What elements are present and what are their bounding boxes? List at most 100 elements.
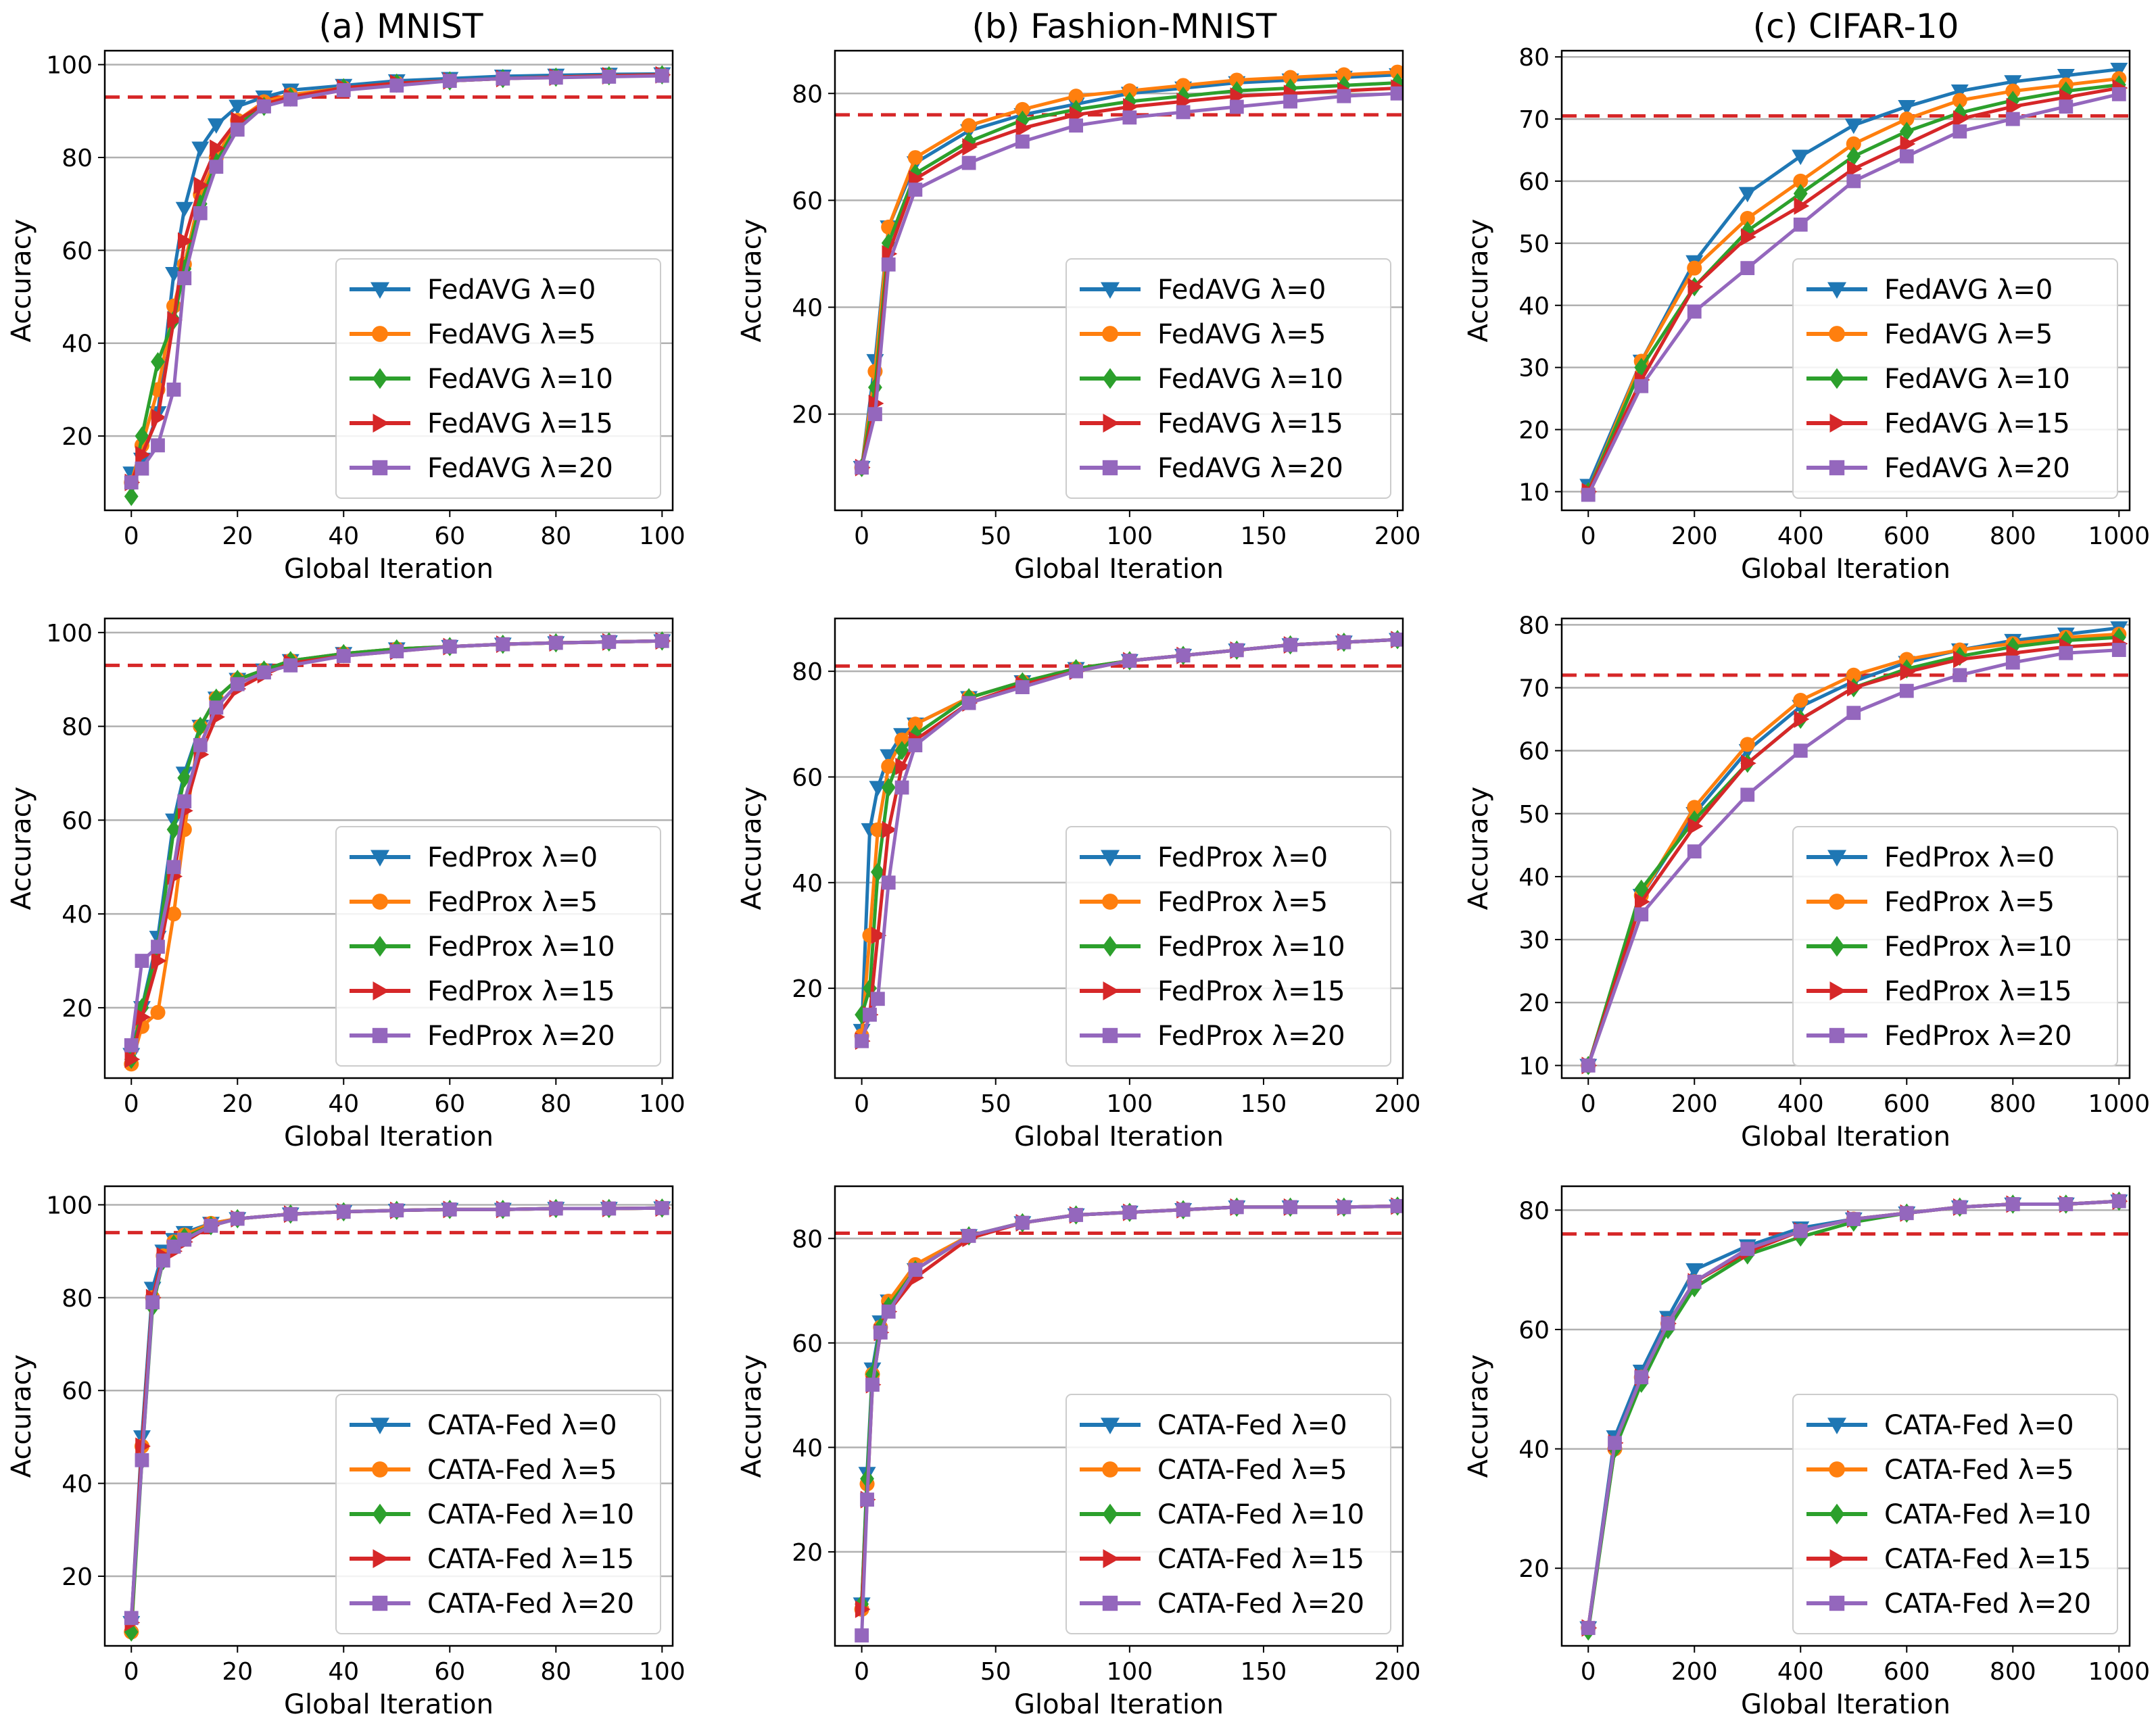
- legend-label: FedAVG λ=10: [427, 364, 613, 395]
- y-tick-label: 80: [1518, 612, 1550, 639]
- data-point: [1687, 817, 1704, 835]
- legend-marker: [1829, 414, 1846, 433]
- legend: FedProx λ=0 FedProx λ=5 FedProx λ=10 FedPro…: [1792, 826, 2118, 1067]
- y-tick-label: 10: [1518, 479, 1550, 506]
- legend-label: CATA-Fed λ=15: [427, 1544, 634, 1575]
- data-point: [1390, 64, 1403, 80]
- legend-label: CATA-Fed λ=0: [1884, 1410, 2074, 1441]
- data-point: [548, 635, 563, 650]
- data-point: [870, 992, 885, 1006]
- data-point: [1283, 94, 1297, 109]
- data-point: [207, 118, 225, 134]
- legend-box: [335, 258, 661, 499]
- data-point: [1015, 1215, 1030, 1230]
- legend-label: FedAVG λ=5: [427, 319, 596, 350]
- data-point: [1898, 99, 1916, 116]
- legend: FedAVG λ=0 FedAVG λ=5 FedAVG λ=10 FedAVG λ=…: [1792, 258, 2118, 499]
- data-point: [442, 639, 457, 654]
- axes-frame: [1560, 1185, 2131, 1647]
- data-point: [135, 445, 151, 464]
- data-point: [907, 150, 923, 166]
- legend: CATA-Fed λ=0 CATA-Fed λ=5 CATA-Fed λ=10 CAT…: [335, 1394, 661, 1634]
- legend-marker: [1102, 1461, 1118, 1478]
- legend-marker: [373, 414, 389, 433]
- data-point: [961, 118, 977, 133]
- y-tick-label: 50: [1518, 801, 1550, 829]
- data-point: [2005, 112, 2020, 126]
- data-point: [881, 777, 896, 798]
- legend-marker: [1829, 981, 1846, 1000]
- data-point: [1846, 667, 1861, 683]
- data-point: [1953, 668, 1967, 683]
- legend-label: CATA-Fed λ=10: [1157, 1499, 1364, 1530]
- data-point: [870, 862, 885, 882]
- data-point: [881, 1305, 896, 1319]
- x-tick-label: 800: [1990, 522, 2036, 550]
- x-tick-label: 40: [328, 1658, 359, 1686]
- legend: CATA-Fed λ=0 CATA-Fed λ=5 CATA-Fed λ=10 CAT…: [1792, 1394, 2118, 1634]
- legend-marker: [372, 935, 388, 957]
- y-tick-label: 80: [62, 145, 93, 172]
- legend-box: [1792, 826, 2118, 1067]
- data-point: [1122, 83, 1137, 99]
- y-tick-label: 60: [62, 237, 93, 265]
- y-tick-label: 40: [792, 1434, 823, 1462]
- data-point: [203, 1218, 218, 1233]
- x-tick-label: 0: [854, 1090, 869, 1118]
- data-point: [1634, 379, 1649, 393]
- y-tick-label: 70: [1518, 106, 1550, 134]
- y-tick-label: 60: [792, 1330, 823, 1358]
- data-point: [257, 665, 271, 680]
- data-point: [1336, 67, 1351, 82]
- y-tick-label: 20: [792, 975, 823, 1003]
- legend: FedAVG λ=0 FedAVG λ=5 FedAVG λ=10 FedAVG λ=…: [1065, 258, 1391, 499]
- data-point: [1634, 1370, 1649, 1384]
- legend-marker: [1829, 1503, 1845, 1525]
- data-point: [1337, 89, 1351, 103]
- legend-marker: [1102, 894, 1118, 910]
- y-tick-label: 20: [62, 995, 93, 1023]
- data-point: [1229, 1200, 1244, 1215]
- data-point: [1390, 632, 1403, 647]
- legend-label: FedAVG λ=10: [1157, 364, 1343, 395]
- data-point: [1899, 683, 1914, 698]
- data-point: [1069, 664, 1084, 679]
- legend-label: CATA-Fed λ=5: [1157, 1455, 1347, 1486]
- data-point: [873, 1325, 888, 1340]
- data-point: [442, 74, 457, 89]
- data-point: [1015, 119, 1032, 137]
- x-axis-label: Global Iteration: [284, 554, 494, 585]
- x-tick-label: 60: [434, 1658, 465, 1686]
- x-tick-label: 0: [1581, 522, 1596, 550]
- data-point: [1176, 78, 1191, 93]
- x-tick-label: 100: [1106, 1658, 1153, 1686]
- x-axis-label: Global Iteration: [284, 1121, 494, 1152]
- x-tick-label: 400: [1777, 522, 1824, 550]
- legend-marker: [1102, 460, 1118, 476]
- data-point: [145, 1295, 160, 1310]
- data-point: [1847, 679, 1863, 697]
- data-point: [193, 716, 208, 736]
- data-point: [135, 426, 149, 446]
- x-tick-label: 50: [980, 522, 1011, 550]
- legend-marker: [1101, 1417, 1120, 1434]
- y-tick-label: 80: [792, 1225, 823, 1253]
- data-point: [1176, 648, 1191, 663]
- x-tick-label: 200: [1374, 522, 1421, 550]
- y-tick-label: 80: [792, 80, 823, 108]
- legend-marker: [1103, 1549, 1120, 1568]
- legend-label: FedProx λ=5: [1884, 887, 2055, 918]
- x-tick-label: 150: [1241, 522, 1287, 550]
- y-tick-label: 20: [62, 1563, 93, 1591]
- data-point: [1122, 110, 1137, 125]
- data-point: [961, 1229, 976, 1243]
- y-tick-label: 60: [792, 764, 823, 792]
- legend-box: [1065, 826, 1391, 1067]
- subplot-cata-fed-mnist: 20 40 60 80 100 0 20 40 60 80 100 Global Iteration A…: [6, 1185, 686, 1720]
- x-tick-label: 1000: [2088, 522, 2150, 550]
- data-point: [1660, 1316, 1675, 1331]
- data-point: [135, 1008, 151, 1026]
- legend-marker: [1101, 282, 1120, 299]
- data-point: [1068, 89, 1084, 104]
